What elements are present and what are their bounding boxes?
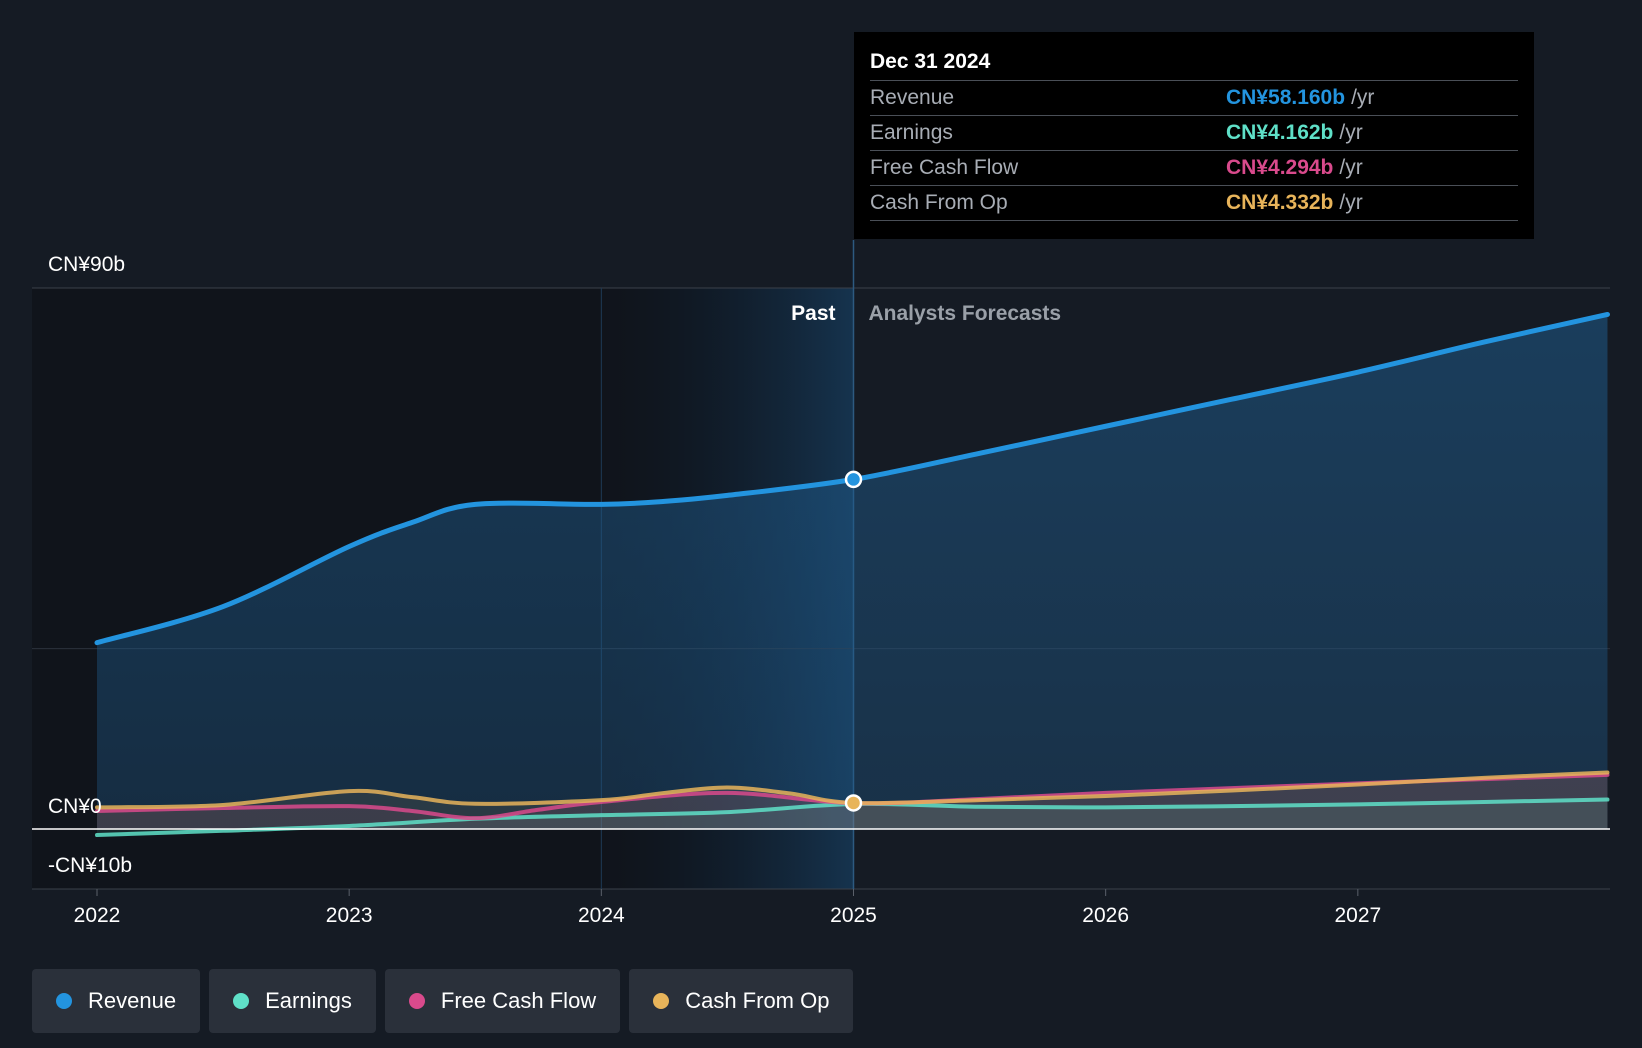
tooltip-value: CN¥4.332b — [1226, 191, 1334, 214]
tooltip-unit: /yr — [1339, 191, 1363, 214]
cash-from-op-area — [97, 772, 1608, 829]
legend-dot-icon — [653, 993, 670, 1009]
x-tick-label: 2027 — [1334, 904, 1381, 927]
tooltip-label: Free Cash Flow — [870, 156, 1019, 179]
tooltip-date: Dec 31 2024 — [870, 50, 991, 73]
tooltip-unit: /yr — [1339, 156, 1363, 179]
tooltip-value: CN¥4.294b — [1226, 156, 1334, 179]
x-tick-label: 2024 — [578, 904, 625, 927]
legend-dot-icon — [408, 993, 425, 1009]
legend-item-cash-from-op[interactable]: Cash From Op — [629, 969, 854, 1033]
legend-label: Cash From Op — [685, 988, 830, 1013]
legend: Revenue Earnings Free Cash Flow Cash Fro… — [32, 969, 854, 1033]
forecast-label: Analysts Forecasts — [869, 302, 1062, 325]
x-tick-label: 2026 — [1082, 904, 1129, 927]
cash-from-op-marker — [844, 794, 863, 812]
tooltip-value: CN¥4.162b — [1226, 121, 1334, 144]
tooltip-row-free-cash-flow: Free Cash Flow CN¥4.294b /yr — [870, 150, 1518, 185]
legend-item-revenue[interactable]: Revenue — [32, 969, 201, 1033]
revenue-marker — [844, 470, 863, 489]
legend-item-free-cash-flow[interactable]: Free Cash Flow — [384, 969, 621, 1033]
y-tick-label: CN¥0 — [48, 795, 102, 818]
y-tick-label: CN¥90b — [48, 253, 125, 276]
legend-label: Earnings — [265, 988, 352, 1013]
tooltip-row-revenue: Revenue CN¥58.160b /yr — [870, 80, 1518, 115]
y-tick-label: -CN¥10b — [48, 854, 132, 877]
legend-label: Revenue — [88, 988, 177, 1013]
tooltip-unit: /yr — [1339, 121, 1363, 144]
tooltip-row-earnings: Earnings CN¥4.162b /yr — [870, 115, 1518, 150]
tooltip-unit: /yr — [1351, 86, 1375, 109]
tooltip: Dec 31 2024 Revenue CN¥58.160b /yr Earni… — [854, 32, 1534, 239]
tooltip-label: Revenue — [870, 86, 955, 109]
tooltip-label: Earnings — [870, 121, 953, 144]
tooltip-value: CN¥58.160b — [1226, 86, 1346, 109]
past-label: Past — [791, 302, 835, 325]
earnings-area — [97, 799, 1608, 836]
x-tick-label: 2023 — [326, 904, 373, 927]
tooltip-row-cash-from-op: Cash From Op CN¥4.332b /yr — [870, 185, 1518, 221]
cash-from-op-line — [95, 770, 1610, 810]
x-tick-label: 2025 — [830, 904, 877, 927]
legend-dot-icon — [233, 993, 250, 1009]
legend-item-earnings[interactable]: Earnings — [209, 969, 376, 1033]
x-tick-label: 2022 — [74, 904, 121, 927]
legend-label: Free Cash Flow — [440, 988, 597, 1013]
tooltip-label: Cash From Op — [870, 191, 1008, 214]
legend-dot-icon — [56, 993, 72, 1009]
revenue-line — [94, 311, 1610, 646]
revenue-area — [97, 314, 1608, 830]
